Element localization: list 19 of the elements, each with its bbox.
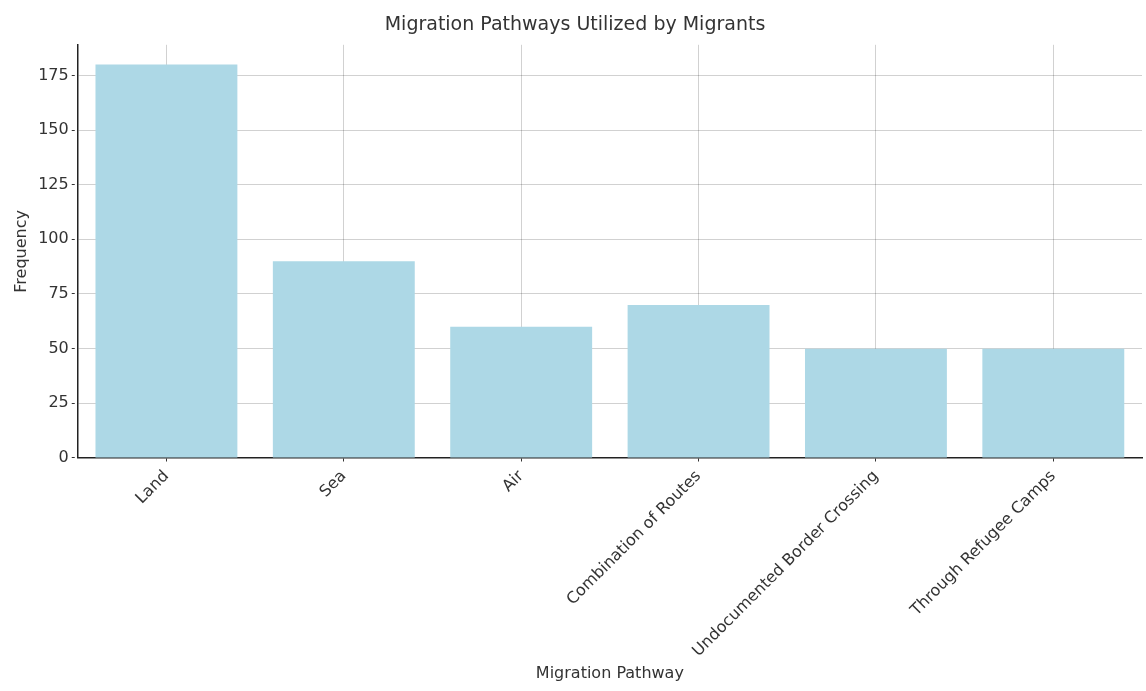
y-tick-label: 0 — [58, 447, 69, 467]
bar — [982, 348, 1125, 458]
x-tick-label: Air — [497, 465, 528, 496]
y-axis-title: Frequency — [10, 210, 30, 293]
bar — [95, 64, 238, 458]
bar — [272, 261, 415, 458]
x-tick-label: Sea — [315, 466, 350, 501]
y-tick-label: 150 — [38, 119, 69, 139]
chart-title: Migration Pathways Utilized by Migrants — [384, 12, 766, 35]
y-tick-label: 75 — [48, 283, 69, 303]
y-tick-label: 100 — [38, 228, 69, 248]
y-tick-label: 50 — [48, 337, 69, 357]
bar — [450, 326, 593, 458]
bar — [804, 348, 947, 458]
y-tick-label: 125 — [38, 173, 69, 193]
y-tick-label: 175 — [38, 64, 69, 84]
x-axis-title: Migration Pathway — [535, 662, 684, 682]
bar — [627, 304, 770, 458]
y-tick-label: 25 — [48, 392, 69, 412]
